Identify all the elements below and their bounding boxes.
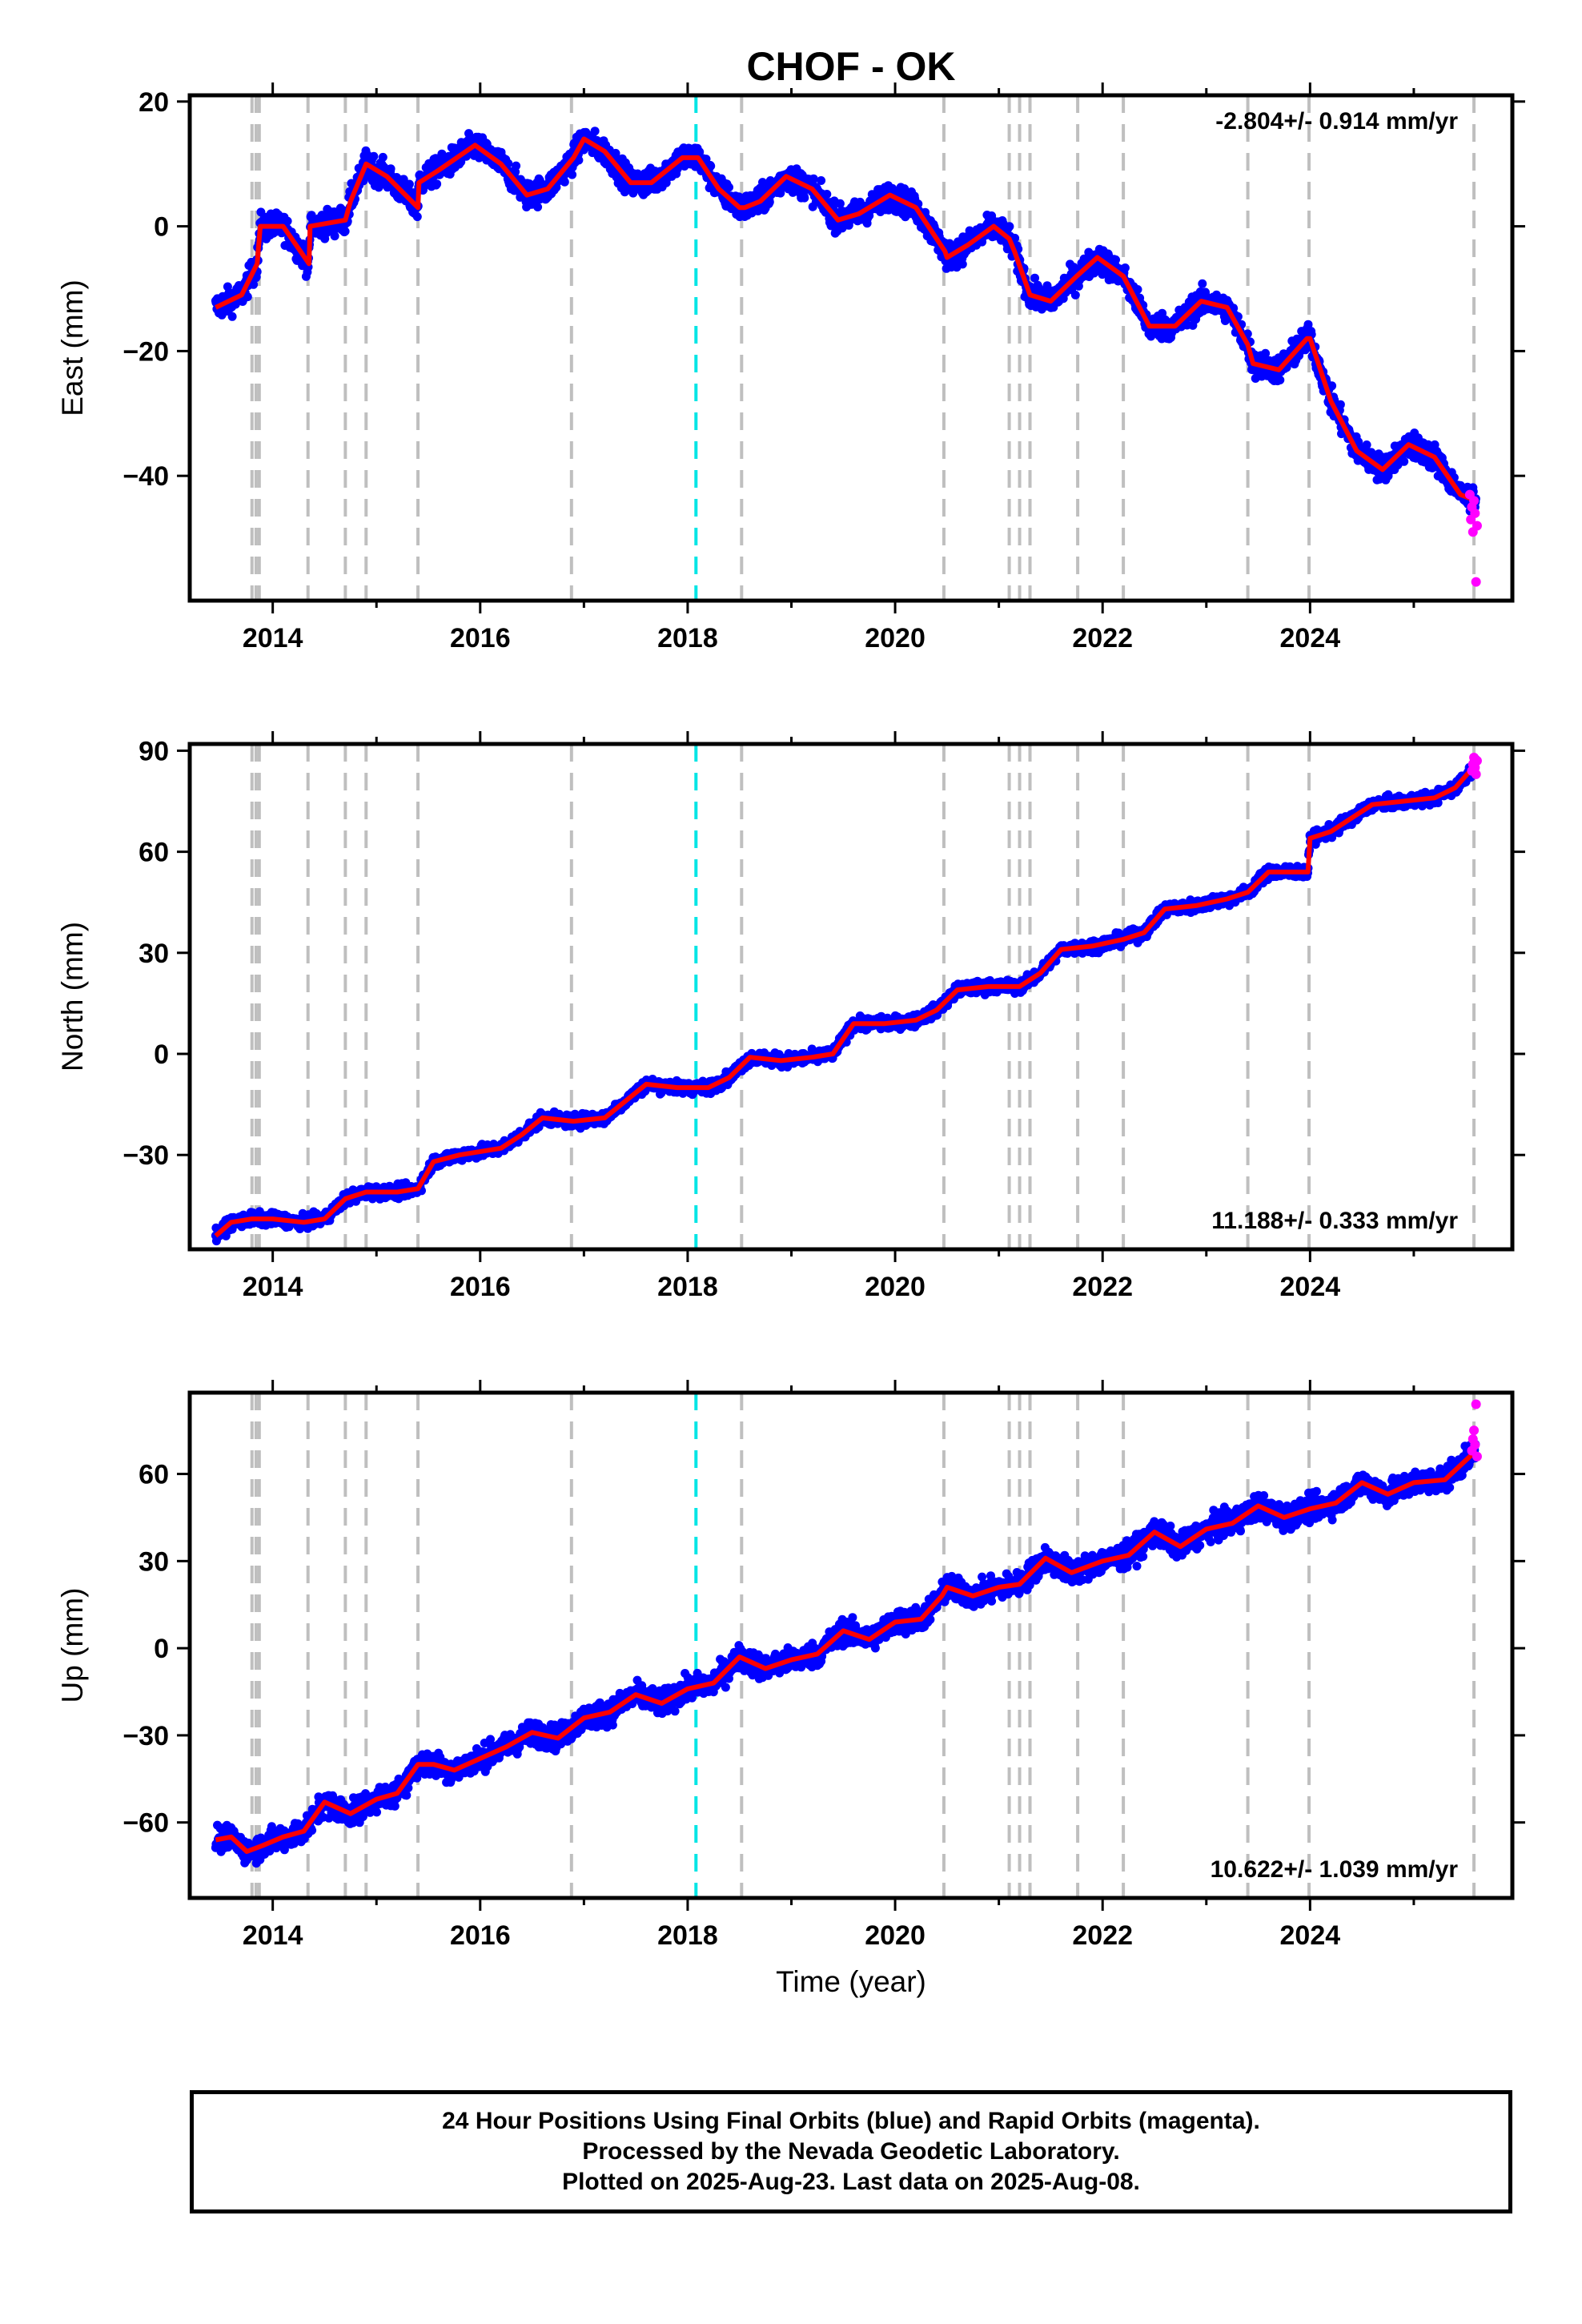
x-tick-label: 2018	[657, 623, 718, 653]
data-point	[399, 175, 408, 184]
data-point	[1030, 273, 1039, 283]
panels: 20 0 −20 −40 2014 2016 2018 2020 2022 2024 East (m…	[56, 82, 1525, 1998]
rapid-orbit-point	[1471, 577, 1481, 587]
data-point	[340, 227, 350, 236]
plot-area-east	[211, 95, 1480, 601]
data-point	[512, 161, 521, 171]
data-point	[1005, 222, 1014, 231]
data-point	[1399, 456, 1409, 466]
data-point	[378, 152, 387, 162]
data-point	[822, 190, 832, 199]
model-curve-east	[215, 136, 1477, 504]
velocity-label: -2.804+/- 0.914 mm/yr	[1215, 108, 1458, 135]
rapid-orbit-point	[1470, 508, 1480, 518]
y-tick-label: −20	[122, 336, 169, 367]
data-point	[574, 155, 584, 165]
data-point	[1198, 279, 1207, 288]
y-tick-label: −40	[122, 461, 169, 492]
data-point	[249, 279, 259, 289]
data-point	[568, 170, 577, 179]
data-point	[330, 231, 339, 241]
x-tick-label: 2022	[1072, 623, 1133, 653]
data-point	[386, 164, 396, 174]
data-point	[504, 159, 513, 168]
data-point	[404, 179, 414, 189]
data-point	[809, 174, 818, 183]
x-tick-label: 2024	[1280, 623, 1341, 653]
data-point	[590, 127, 600, 136]
final-orbit-points-north	[211, 754, 1480, 1246]
data-point	[817, 176, 826, 185]
data-point	[412, 212, 422, 222]
data-point	[432, 179, 442, 189]
data-point	[560, 177, 569, 187]
data-point	[765, 197, 774, 207]
data-point	[1070, 290, 1080, 300]
data-point	[227, 312, 237, 321]
data-point	[835, 199, 845, 208]
figure-title: CHOF - OK	[746, 44, 955, 89]
data-point	[725, 183, 733, 192]
data-point	[1362, 440, 1371, 449]
y-axis-label: East (mm)	[56, 279, 89, 416]
data-point	[1261, 348, 1271, 358]
data-point	[800, 193, 809, 203]
x-tick-label: 2016	[450, 623, 511, 653]
data-point	[1111, 255, 1120, 264]
data-point	[1010, 233, 1020, 243]
y-tick-label: 0	[154, 212, 169, 243]
data-point	[369, 151, 379, 161]
data-point	[1327, 381, 1337, 391]
panel-east: 20 0 −20 −40 2014 2016 2018 2020 2022 2024 East (m…	[56, 82, 1525, 653]
data-point	[1120, 263, 1130, 272]
data-point	[1275, 376, 1285, 384]
x-tick-label: 2014	[243, 623, 303, 653]
plot-area-north	[211, 744, 1480, 1249]
rapid-orbit-point	[1469, 496, 1480, 506]
data-point	[1133, 285, 1142, 294]
data-point	[958, 259, 967, 269]
y-tick-label: 20	[139, 87, 169, 118]
final-orbit-points-east	[211, 127, 1480, 518]
data-point	[243, 292, 252, 302]
data-point	[533, 203, 543, 211]
data-point	[1303, 320, 1313, 329]
data-point	[283, 216, 292, 226]
rapid-orbit-point	[1472, 521, 1482, 531]
data-point	[1042, 281, 1052, 291]
x-tick-label: 2020	[865, 623, 926, 653]
data-point	[1335, 400, 1345, 409]
data-point	[552, 183, 561, 192]
axes-frame-east	[187, 93, 1515, 603]
data-point	[706, 161, 716, 171]
